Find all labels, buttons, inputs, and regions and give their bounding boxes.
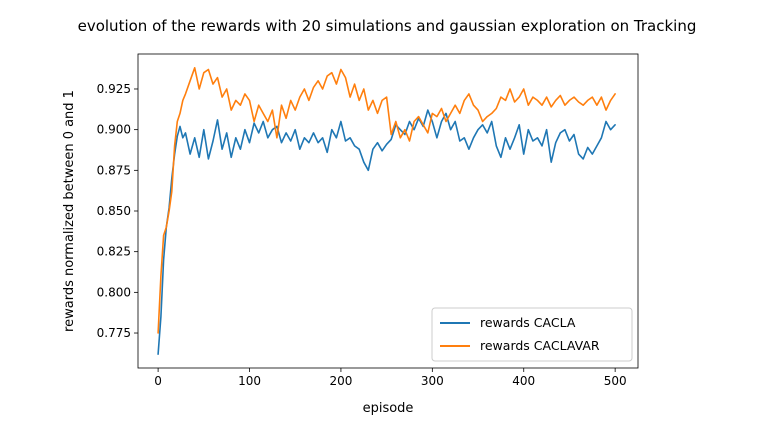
- x-tick-label-3: 300: [421, 374, 444, 388]
- legend-label-cacla: rewards CACLA: [480, 315, 576, 330]
- y-tick-label-0: 0.775: [97, 326, 131, 340]
- y-axis-label: rewards normalized between 0 and 1: [62, 90, 77, 332]
- y-tick-label-5: 0.900: [97, 123, 131, 137]
- y-tick-label-4: 0.875: [97, 163, 131, 177]
- legend-label-caclavar: rewards CACLAVAR: [480, 338, 600, 353]
- x-tick-label-5: 500: [604, 374, 627, 388]
- series-line-0: [157, 109, 616, 356]
- y-tick-label-1: 0.800: [97, 285, 131, 299]
- y-tick-label-3: 0.850: [97, 204, 131, 218]
- series-line-1: [157, 67, 616, 334]
- legend: rewards CACLA rewards CACLAVAR: [431, 307, 633, 362]
- x-tick-label-0: 0: [154, 374, 162, 388]
- x-tick-label-2: 200: [329, 374, 352, 388]
- x-tick-label-4: 400: [512, 374, 535, 388]
- x-axis-ticks: 0 100 200 300 400 500: [154, 368, 627, 388]
- y-tick-label-2: 0.825: [97, 245, 131, 259]
- legend-box: [431, 307, 633, 362]
- series-layer: [157, 67, 616, 356]
- x-tick-label-1: 100: [238, 374, 261, 388]
- y-axis-ticks: 0.775 0.800 0.825 0.850 0.875 0.900 0.925: [97, 82, 138, 340]
- y-tick-label-6: 0.925: [97, 82, 131, 96]
- chart-title: evolution of the rewards with 20 simulat…: [78, 17, 697, 35]
- x-axis-label: episode: [363, 401, 414, 416]
